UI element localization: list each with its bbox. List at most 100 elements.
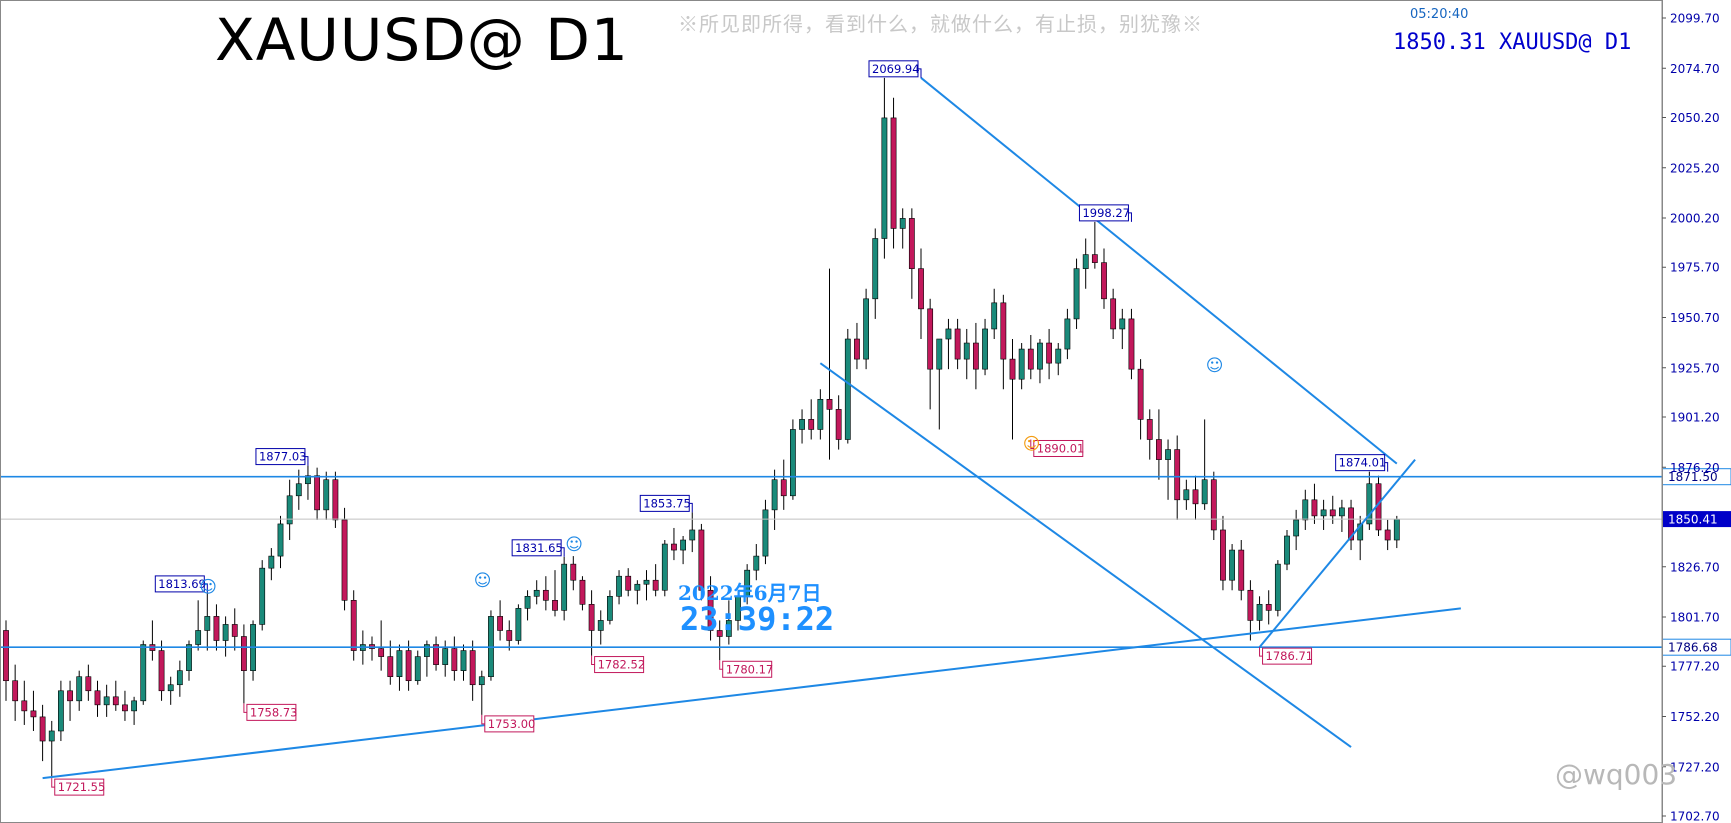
candle-body <box>552 600 558 611</box>
candle-body <box>241 636 247 671</box>
candle-body <box>314 475 320 511</box>
candle-body <box>103 696 110 706</box>
candle <box>1046 328 1052 380</box>
candle-body <box>771 479 778 511</box>
label-leader <box>918 68 922 78</box>
candle-body <box>286 495 293 525</box>
candle-body <box>506 630 513 641</box>
candle-body <box>1018 348 1025 380</box>
candle-body <box>1201 479 1208 505</box>
candle-body <box>789 429 796 497</box>
candle-body <box>48 730 55 742</box>
candle-body <box>1037 342 1043 370</box>
candle <box>963 328 970 380</box>
candle <box>433 636 439 671</box>
candle <box>323 471 330 520</box>
candle <box>1110 288 1117 340</box>
candle-body <box>918 268 924 310</box>
candle <box>12 664 19 721</box>
label-text: 1874.01 <box>1339 456 1387 470</box>
candle-body <box>451 648 458 671</box>
label-box <box>722 660 773 678</box>
candle <box>451 636 458 681</box>
candle-body <box>643 579 650 585</box>
candle <box>1174 435 1181 520</box>
candle <box>1366 471 1373 530</box>
candle-body <box>863 298 869 360</box>
smiley-icon: ☺ <box>565 535 583 555</box>
candle <box>799 409 805 444</box>
candle <box>616 570 622 605</box>
axis-tick-label: 2099.70 <box>1670 12 1720 26</box>
candle-body <box>85 676 92 692</box>
candle-body <box>1220 529 1226 581</box>
candle <box>76 670 83 711</box>
candle <box>149 620 156 661</box>
candle <box>533 580 540 605</box>
label-box <box>639 494 690 512</box>
candle <box>698 523 705 601</box>
candle <box>872 228 879 319</box>
candle-body <box>597 620 604 631</box>
candle-body <box>707 589 714 631</box>
candle <box>268 548 275 581</box>
candle <box>954 318 961 370</box>
candle-body <box>140 644 147 702</box>
candle-body <box>1082 254 1089 269</box>
candle <box>469 640 476 701</box>
candle <box>625 568 632 597</box>
label-leader <box>689 502 693 513</box>
axis-tick-label: 1975.70 <box>1670 261 1720 275</box>
candle <box>579 576 586 611</box>
candle <box>1146 409 1153 460</box>
candle-body <box>716 630 723 637</box>
candle-body <box>1320 509 1327 517</box>
candle-body <box>167 684 174 692</box>
label-text: 1813.69 <box>158 577 206 591</box>
axis-tick-label: 2000.20 <box>1670 212 1720 226</box>
label-leader <box>51 778 55 788</box>
candle-body <box>753 555 760 571</box>
candle <box>588 590 595 656</box>
high-price-label: 1998.27 <box>1078 204 1132 222</box>
candle-body <box>1229 549 1235 581</box>
candle-body <box>277 523 284 557</box>
trendline <box>920 77 1398 465</box>
candle-body <box>442 648 449 665</box>
candle <box>515 604 522 645</box>
candle <box>1037 339 1043 384</box>
candle <box>1339 499 1345 532</box>
candle-body <box>945 328 952 340</box>
candle-body <box>1064 318 1071 350</box>
axis-tick-label: 1950.70 <box>1670 311 1720 325</box>
axis-tick-label: 2074.70 <box>1670 62 1720 76</box>
high-price-label: 1874.01 <box>1335 454 1389 472</box>
low-price-label: 1786.71 <box>1259 647 1313 665</box>
candle <box>423 640 430 677</box>
candle-body <box>341 519 348 601</box>
candle-body <box>908 218 915 269</box>
candle-body <box>1091 254 1098 263</box>
candle-body <box>826 399 833 410</box>
candle <box>204 592 211 651</box>
candle <box>158 640 165 701</box>
candle-body <box>30 710 37 718</box>
candle-body <box>515 608 522 641</box>
candle-body <box>1174 449 1181 501</box>
candle <box>808 399 815 440</box>
candle-body <box>661 543 668 591</box>
candle <box>817 389 824 440</box>
candle <box>332 471 339 528</box>
candle <box>735 590 741 631</box>
smiley-icon: ☺ <box>199 577 217 597</box>
candle <box>39 704 46 762</box>
candle-body <box>94 690 101 706</box>
label-leader <box>561 547 565 557</box>
candle-body <box>762 509 769 557</box>
candle <box>1293 509 1300 551</box>
candle <box>1201 419 1208 510</box>
trendline <box>1258 458 1416 648</box>
candle-body <box>542 589 549 601</box>
